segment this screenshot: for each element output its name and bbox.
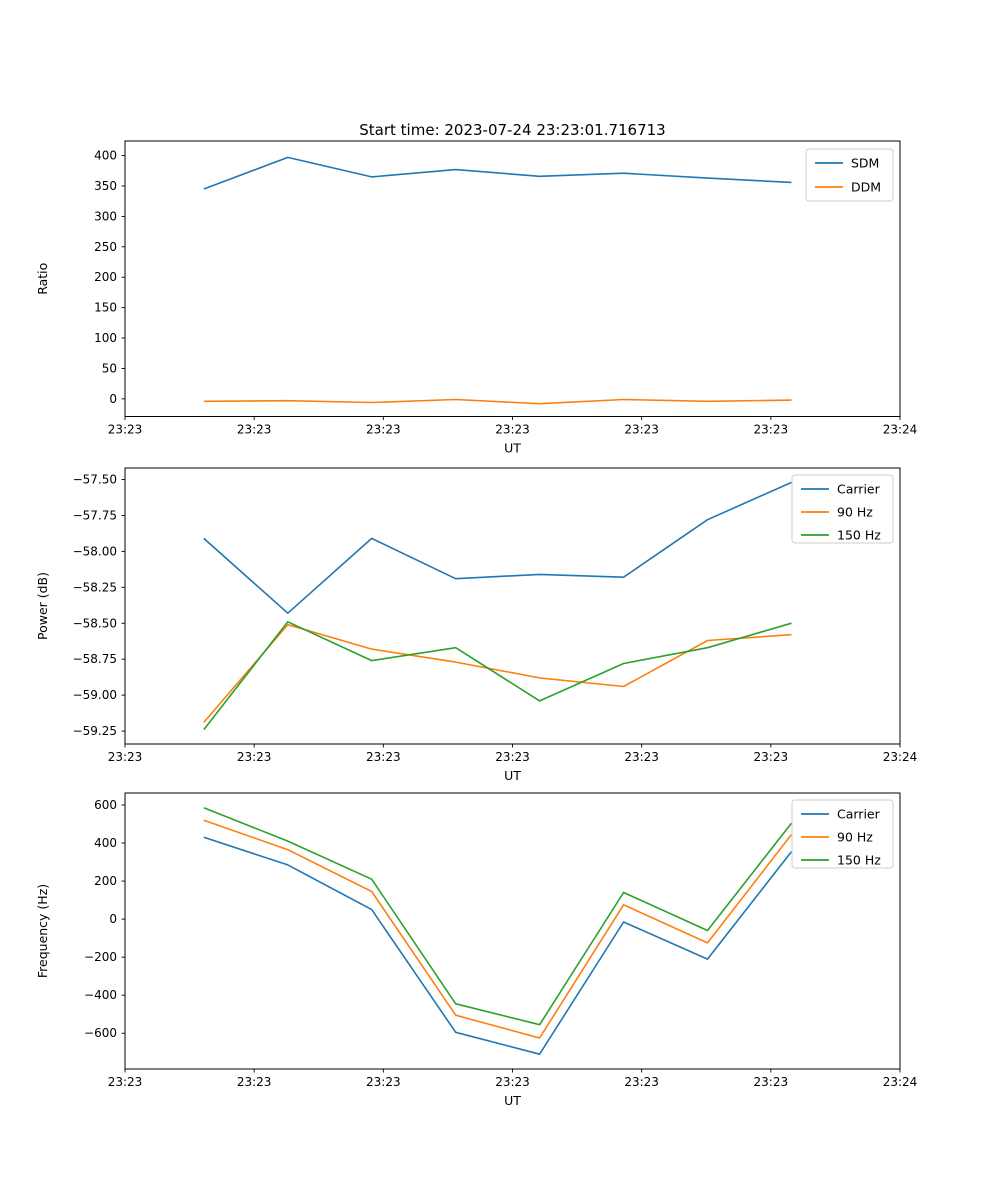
legend-label: 90 Hz — [837, 505, 873, 520]
y-tick-label: 200 — [94, 270, 117, 284]
x-tick-label: 23:23 — [108, 1075, 143, 1089]
y-tick-label: −58.00 — [73, 544, 117, 558]
x-tick-label: 23:23 — [624, 750, 659, 764]
legend: Carrier 90 Hz 150 Hz — [791, 474, 894, 544]
series-line-carrier — [203, 481, 792, 615]
x-tick-label: 23:23 — [495, 423, 530, 437]
x-tick-label: 23:23 — [624, 1075, 659, 1089]
x-tick-label: 23:24 — [883, 423, 918, 437]
series-line-ddm — [203, 398, 792, 405]
x-tick-label: 23:23 — [108, 423, 143, 437]
legend-label: 90 Hz — [837, 830, 873, 845]
y-tick-label: −57.50 — [73, 473, 117, 487]
y-tick-label: −59.25 — [73, 724, 117, 738]
y-tick-label: 600 — [94, 798, 117, 812]
y-tick-label: 400 — [94, 149, 117, 163]
x-tick-label: 23:23 — [366, 423, 401, 437]
y-tick-label: 0 — [109, 912, 117, 926]
y-tick-label: −200 — [84, 950, 117, 964]
y-tick-label: 0 — [109, 392, 117, 406]
y-tick-label: 400 — [94, 836, 117, 850]
plot-ratio: 23:23 23:23 23:23 23:23 23:23 23:23 23:24 0 50 10… — [35, 140, 918, 456]
x-tick-label: 23:24 — [883, 750, 918, 764]
axes-frame — [124, 140, 901, 417]
series-line-150-hz — [203, 807, 793, 1026]
y-tick-label: 150 — [94, 301, 117, 315]
legend-label: DDM — [851, 180, 881, 195]
legend: SDM DDM — [805, 148, 894, 202]
x-tick-label: 23:24 — [883, 1075, 918, 1089]
plot-frequency: 23:23 23:23 23:23 23:23 23:23 23:23 23:24 −600 −… — [35, 792, 918, 1108]
axes-frame — [124, 467, 901, 745]
y-tick-label: 350 — [94, 179, 117, 193]
figure-title: Start time: 2023-07-24 23:23:01.716713 — [359, 121, 666, 139]
x-tick-label: 23:23 — [237, 423, 272, 437]
y-tick-label: −57.75 — [73, 508, 117, 522]
legend-label: SDM — [851, 156, 879, 171]
x-tick-label: 23:23 — [754, 1075, 789, 1089]
legend-box — [791, 799, 894, 869]
y-tick-label: −58.75 — [73, 652, 117, 666]
x-tick-label: 23:23 — [108, 750, 143, 764]
x-tick-label: 23:23 — [495, 1075, 530, 1089]
x-tick-label: 23:23 — [366, 1075, 401, 1089]
legend: Carrier 90 Hz 150 Hz — [791, 799, 894, 869]
y-tick-label: 300 — [94, 209, 117, 223]
y-tick-label: 100 — [94, 331, 117, 345]
x-tick-label: 23:23 — [237, 1075, 272, 1089]
x-tick-label: 23:23 — [237, 750, 272, 764]
x-tick-label: 23:23 — [754, 423, 789, 437]
series-line-150-hz — [203, 620, 792, 731]
x-axis-label: UT — [504, 441, 521, 456]
y-tick-label: 250 — [94, 240, 117, 254]
series-line-90-hz — [203, 819, 793, 1039]
x-tick-label: 23:23 — [624, 423, 659, 437]
y-tick-label: 50 — [102, 361, 117, 375]
x-tick-label: 23:23 — [495, 750, 530, 764]
legend-label: 150 Hz — [837, 853, 881, 868]
x-tick-label: 23:23 — [754, 750, 789, 764]
y-tick-label: −58.50 — [73, 616, 117, 630]
plot-power: 23:23 23:23 23:23 23:23 23:23 23:23 23:24 −59.2… — [35, 467, 918, 783]
legend-box — [791, 474, 894, 544]
y-axis-label: Power (dB) — [35, 572, 50, 640]
axes-frame — [124, 792, 901, 1070]
y-tick-label: 200 — [94, 874, 117, 888]
y-axis-label: Ratio — [35, 263, 50, 295]
series-line-carrier — [203, 836, 793, 1055]
series-line-sdm — [203, 156, 792, 190]
legend-label: Carrier — [837, 482, 881, 497]
x-axis-label: UT — [504, 1093, 521, 1108]
y-tick-label: −400 — [84, 988, 117, 1002]
y-axis-label: Frequency (Hz) — [35, 884, 50, 978]
x-tick-label: 23:23 — [366, 750, 401, 764]
y-tick-label: −58.25 — [73, 580, 117, 594]
x-axis-label: UT — [504, 768, 521, 783]
legend-box — [805, 148, 894, 202]
legend-label: 150 Hz — [837, 528, 881, 543]
y-tick-label: −600 — [84, 1026, 117, 1040]
legend-label: Carrier — [837, 807, 881, 822]
y-tick-label: −59.00 — [73, 688, 117, 702]
